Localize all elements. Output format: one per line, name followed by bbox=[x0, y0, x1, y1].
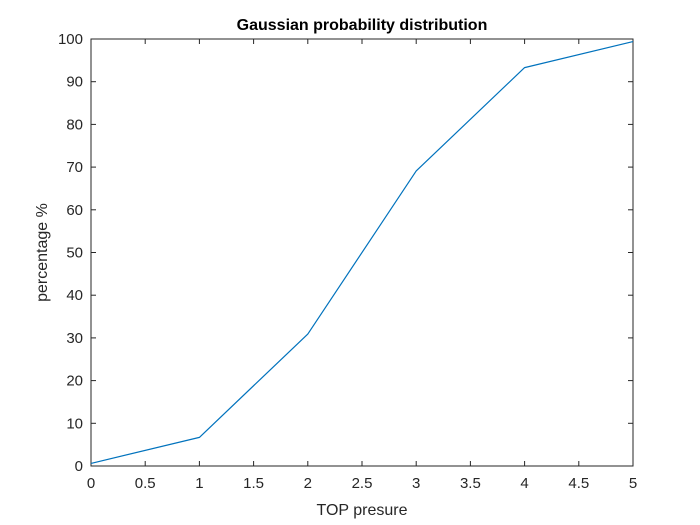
y-tick-label: 50 bbox=[66, 245, 83, 262]
x-tick-label: 4.5 bbox=[568, 475, 589, 492]
x-tick-label: 2 bbox=[304, 475, 312, 492]
y-tick-label: 40 bbox=[66, 287, 83, 304]
x-tick-label: 3 bbox=[412, 475, 420, 492]
x-tick-label: 0 bbox=[87, 475, 95, 492]
y-tick-label: 20 bbox=[66, 373, 83, 390]
x-axis-label: TOP presure bbox=[316, 502, 407, 519]
x-tick-label: 1 bbox=[195, 475, 203, 492]
tick-labels: 0 0.5 1 1.5 2 2.5 3 3.5 4 4.5 50102030405060708090… bbox=[58, 31, 637, 492]
x-tick-label: 3.5 bbox=[460, 475, 481, 492]
ticks bbox=[90, 38, 634, 467]
series-line bbox=[90, 40, 634, 465]
y-tick-label: 70 bbox=[66, 159, 83, 176]
chart-title: Gaussian probability distribution bbox=[237, 17, 488, 34]
x-tick-label: 0.5 bbox=[135, 475, 156, 492]
series-layer bbox=[90, 40, 634, 465]
y-tick-label: 10 bbox=[66, 415, 83, 432]
x-tick-label: 4 bbox=[520, 475, 528, 492]
y-tick-label: 30 bbox=[66, 330, 83, 347]
y-tick-label: 0 bbox=[75, 458, 83, 475]
y-tick-label: 80 bbox=[66, 116, 83, 133]
y-tick-label: 60 bbox=[66, 202, 83, 219]
y-tick-label: 100 bbox=[58, 31, 83, 48]
y-axis-label: percentage % bbox=[34, 203, 51, 302]
x-tick-label: 5 bbox=[629, 475, 637, 492]
x-tick-label: 1.5 bbox=[243, 475, 264, 492]
x-tick-label: 2.5 bbox=[352, 475, 373, 492]
y-tick-label: 90 bbox=[66, 74, 83, 91]
